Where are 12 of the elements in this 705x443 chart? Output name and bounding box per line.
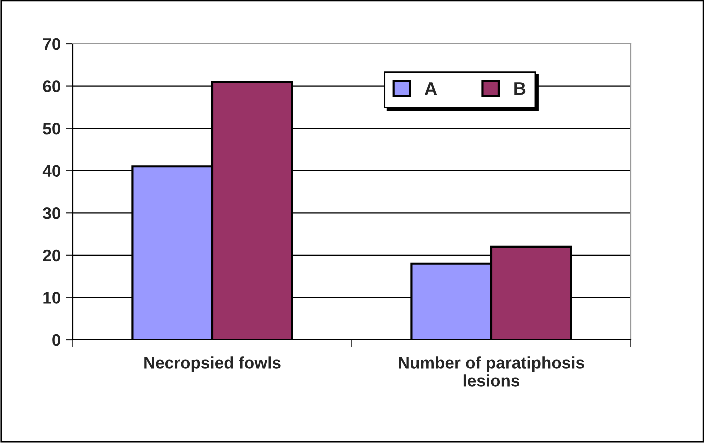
y-tick-label: 30: [43, 208, 61, 220]
y-tick-label: 60: [43, 80, 61, 92]
legend-label: B: [514, 82, 526, 96]
x-tick-label: Necropsied fowls: [144, 356, 281, 372]
y-tick-label: 10: [44, 292, 61, 304]
y-tick-label: 40: [42, 165, 61, 178]
y-tick-label: 20: [43, 250, 61, 262]
y-tick-label: 50: [43, 122, 61, 135]
y-tick-label: 70: [43, 38, 61, 50]
legend-label: A: [424, 82, 438, 96]
y-tick-label: 0: [52, 334, 61, 346]
x-tick-label: Number of paratiphosis lesions: [399, 356, 584, 387]
